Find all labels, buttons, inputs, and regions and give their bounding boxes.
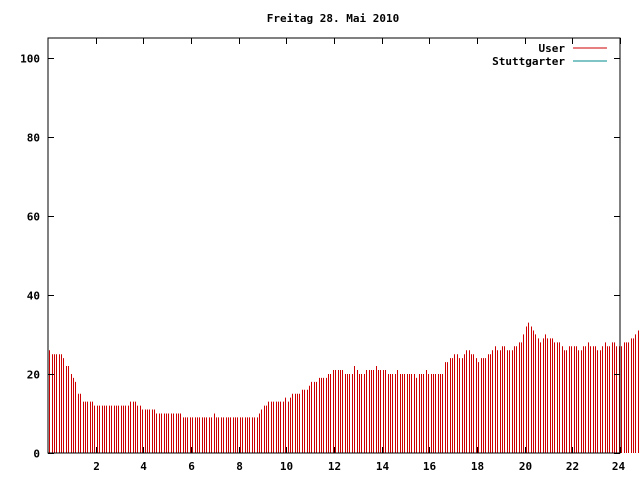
x-tick-label: 22 [566,460,579,473]
x-tick-label: 4 [140,460,147,473]
x-tick-label: 18 [471,460,484,473]
legend-label-stuttgarter: Stuttgarter [492,55,565,68]
x-tick-label: 14 [376,460,390,473]
x-tick-label: 2 [93,460,100,473]
chart-title: Freitag 28. Mai 2010 [267,12,399,25]
y-tick-label: 80 [27,132,40,145]
x-tick-label: 24 [612,460,626,473]
x-tick-label: 20 [519,460,532,473]
y-tick-label: 40 [27,290,40,303]
legend-label-user: User [539,42,566,55]
legend: User Stuttgarter [492,42,607,68]
y-tick-label: 0 [33,448,40,461]
x-tick-label: 10 [280,460,293,473]
y-tick-label: 60 [27,211,40,224]
y-tick-label: 100 [20,53,40,66]
y-tick-label: 20 [27,369,40,382]
x-tick-label: 8 [236,460,243,473]
x-tick-label: 16 [423,460,437,473]
x-tick-label: 12 [328,460,341,473]
bars-layer [49,322,639,453]
x-tick-label: 6 [188,460,195,473]
